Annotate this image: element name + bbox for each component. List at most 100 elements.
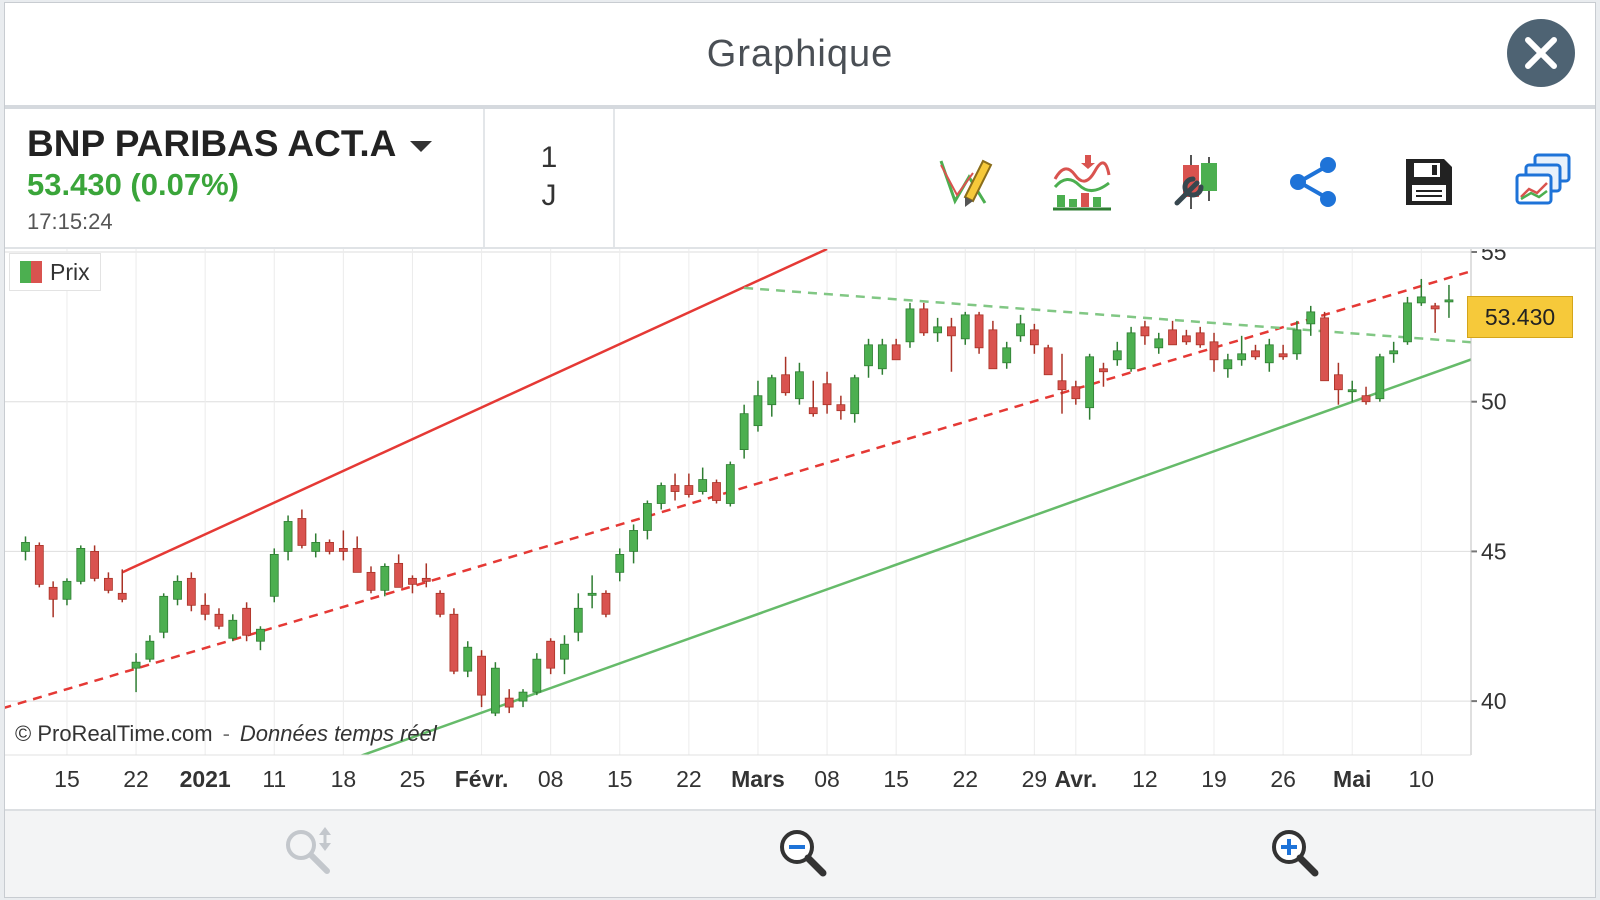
x-tick-label: 15: [607, 766, 633, 792]
candle: [338, 530, 348, 561]
chart-legend: Prix: [9, 253, 101, 291]
candle-body: [877, 344, 887, 370]
period-unit: J: [541, 179, 557, 212]
candle-body: [891, 344, 901, 361]
multi-window-button[interactable]: [1513, 151, 1575, 213]
x-tick-label: 10: [1409, 766, 1435, 792]
candle: [408, 575, 417, 594]
candle-body: [947, 326, 956, 337]
save-button[interactable]: [1398, 151, 1460, 213]
candle-body: [919, 308, 929, 334]
candle: [76, 545, 86, 585]
candle-body: [1043, 347, 1053, 376]
candle: [1306, 305, 1316, 336]
candle-body: [380, 565, 390, 591]
candle: [283, 515, 293, 561]
candle: [1375, 353, 1385, 402]
candle: [1361, 386, 1371, 405]
candle: [587, 575, 597, 609]
candle-body: [1154, 338, 1164, 349]
candle: [988, 320, 998, 370]
candle: [1126, 326, 1136, 372]
y-tick-label: 45: [1481, 538, 1507, 564]
chart-canvas[interactable]: 40455055815222021111825Févr.081522Mars08…: [5, 249, 1597, 809]
chart-settings-button[interactable]: [1167, 151, 1229, 213]
x-tick-label: 15: [54, 766, 80, 792]
candle: [504, 689, 514, 714]
x-tick-label: 12: [1132, 766, 1158, 792]
candle-body: [200, 604, 210, 615]
candle-body: [408, 577, 417, 585]
candle: [145, 635, 155, 663]
candle-body: [573, 607, 583, 633]
copyright-separator: -: [222, 721, 230, 746]
candle-body: [1375, 356, 1385, 400]
zoom-out-button[interactable]: [775, 825, 831, 881]
indicators-button[interactable]: [1051, 151, 1113, 213]
trendline: [121, 249, 828, 574]
candle: [490, 662, 500, 717]
y-tick-label: 55: [1481, 249, 1507, 265]
candle: [1016, 314, 1025, 342]
candle-body: [394, 562, 404, 588]
candle: [62, 578, 72, 606]
candle-body: [960, 314, 970, 340]
x-tick-label: 18: [331, 766, 357, 792]
y-tick-label: 50: [1481, 389, 1507, 415]
candle-body: [656, 485, 666, 504]
candle: [477, 650, 486, 708]
y-tick-label: 40: [1481, 688, 1507, 714]
candle: [1099, 362, 1108, 387]
candle-body: [104, 577, 113, 591]
candle: [352, 536, 362, 573]
candle: [21, 536, 30, 561]
candle-body: [1126, 332, 1136, 370]
candle-body: [297, 518, 307, 546]
close-icon: [1525, 37, 1557, 69]
candle-body: [228, 619, 238, 639]
candle: [1237, 335, 1247, 366]
candle-body: [242, 607, 252, 636]
candle-body: [836, 404, 846, 412]
legend-swatch: [20, 261, 42, 283]
candle: [449, 608, 459, 675]
close-button[interactable]: [1507, 19, 1575, 87]
candle-body: [518, 691, 528, 702]
price-chart[interactable]: 40455055815222021111825Févr.081522Mars08…: [5, 249, 1597, 809]
candle: [1278, 344, 1288, 360]
candle-body: [352, 548, 362, 573]
candle-body: [62, 580, 72, 600]
zoom-reset-button[interactable]: [281, 825, 337, 881]
instrument-selector[interactable]: BNP PARIBAS ACT.A: [27, 123, 433, 165]
candle-body: [117, 592, 127, 600]
candle: [1209, 332, 1219, 372]
candle: [1444, 284, 1454, 318]
candle-body: [76, 548, 86, 582]
candle: [104, 572, 113, 594]
period-selector[interactable]: 1 J: [485, 109, 615, 247]
candle: [242, 602, 252, 642]
candle-body: [1099, 368, 1108, 373]
candle: [1154, 332, 1164, 354]
share-button[interactable]: [1283, 151, 1345, 213]
candle: [131, 653, 141, 693]
candle-body: [988, 329, 998, 370]
candle-body: [1140, 326, 1150, 337]
candle: [850, 374, 860, 423]
window-title: Graphique: [706, 33, 894, 75]
candle: [808, 380, 818, 417]
candle-body: [1278, 353, 1288, 358]
candle-body: [338, 548, 348, 552]
candle-body: [1430, 305, 1440, 310]
candle-body: [546, 640, 556, 669]
drawing-tools-button[interactable]: [935, 151, 997, 213]
candle-body: [712, 482, 721, 501]
candle-body: [256, 628, 265, 642]
candle: [1292, 320, 1302, 360]
candle-body: [159, 595, 169, 633]
zoom-in-button[interactable]: [1267, 825, 1323, 881]
candle-body: [698, 479, 708, 492]
candle: [546, 638, 556, 675]
candle-body: [643, 503, 652, 531]
candle-body: [186, 577, 196, 606]
